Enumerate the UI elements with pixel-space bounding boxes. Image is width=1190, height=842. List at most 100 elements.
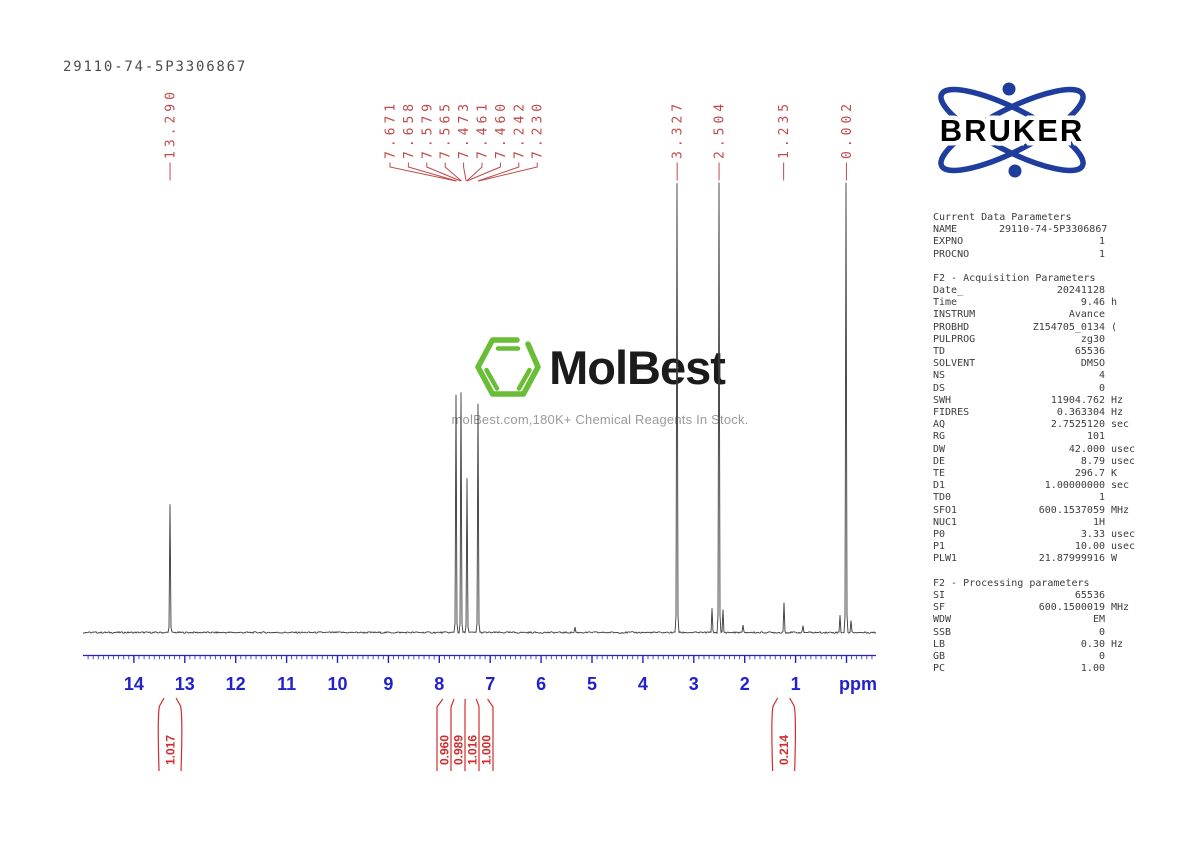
peak-label: 7.461 bbox=[476, 100, 491, 159]
parameter-name: PLW1 bbox=[933, 553, 958, 565]
parameter-value: 8.79 bbox=[1080, 455, 1105, 467]
parameter-name: TE bbox=[933, 468, 946, 480]
parameter-row: SI 65536 bbox=[933, 590, 1145, 602]
parameter-value: EM bbox=[1092, 614, 1105, 626]
integral-value: 1.016 bbox=[466, 735, 480, 765]
peak-label: 7.230 bbox=[531, 100, 546, 159]
x-axis-tick-label: 11 bbox=[277, 674, 296, 694]
parameter-value: 11904.762 bbox=[1050, 394, 1105, 406]
parameter-value: 65536 bbox=[1074, 589, 1105, 601]
parameter-unit bbox=[1105, 383, 1145, 395]
parameter-unit: sec bbox=[1111, 480, 1130, 492]
integral-bracket bbox=[436, 698, 444, 771]
parameter-unit bbox=[1105, 370, 1145, 382]
parameter-row: RG 101 bbox=[933, 431, 1145, 443]
parameter-unit bbox=[1105, 517, 1145, 529]
peak-label: 1.235 bbox=[777, 100, 792, 159]
parameter-row: SFO1 600.1537059 MHz bbox=[933, 505, 1145, 517]
parameter-unit bbox=[1105, 334, 1145, 346]
parameter-unit bbox=[1105, 431, 1145, 443]
peak-label-connector bbox=[463, 162, 467, 182]
integral-value: 0.214 bbox=[777, 735, 791, 765]
parameter-name: SFO1 bbox=[933, 504, 958, 516]
integral-value: 1.000 bbox=[480, 735, 494, 765]
parameter-name: SSB bbox=[933, 626, 952, 638]
parameter-unit: sec bbox=[1111, 419, 1130, 431]
peak-label-connector bbox=[389, 162, 457, 182]
parameter-name: AQ bbox=[933, 419, 946, 431]
parameter-name: DW bbox=[933, 443, 946, 455]
parameter-row: LB 0.30 Hz bbox=[933, 639, 1145, 651]
x-axis-tick-label: 1 bbox=[791, 674, 801, 694]
parameter-unit bbox=[1105, 627, 1145, 639]
integral-bracket bbox=[487, 698, 494, 771]
parameter-name: SWH bbox=[933, 394, 952, 406]
parameter-row: Time 9.46 h bbox=[933, 297, 1145, 309]
watermark: MolBest molBest.com,180K+ Chemical Reage… bbox=[395, 330, 805, 427]
parameter-row: AQ 2.7525120 sec bbox=[933, 419, 1145, 431]
parameter-row: DW 42.000 usec bbox=[933, 444, 1145, 456]
parameter-value: 101 bbox=[1086, 431, 1105, 443]
parameter-value: 600.1537059 bbox=[1038, 504, 1105, 516]
x-axis-tick-label: 12 bbox=[226, 674, 246, 694]
parameter-name: NS bbox=[933, 370, 946, 382]
parameter-unit: MHz bbox=[1111, 504, 1130, 516]
parameter-unit bbox=[1105, 492, 1145, 504]
parameter-unit bbox=[1105, 590, 1145, 602]
peak-label: 7.565 bbox=[439, 100, 454, 159]
parameter-name: Time bbox=[933, 297, 958, 309]
parameter-value: 1.00 bbox=[1080, 663, 1105, 675]
parameter-unit bbox=[1105, 663, 1145, 675]
parameter-unit bbox=[1105, 249, 1145, 261]
peak-label: 0.002 bbox=[840, 100, 855, 159]
peak-label-connector bbox=[426, 162, 461, 182]
benzene-hexagon-icon bbox=[475, 329, 541, 406]
x-axis-unit-label: ppm bbox=[839, 674, 877, 694]
parameter-value: 0.363304 bbox=[1056, 407, 1105, 419]
parameter-name: DE bbox=[933, 455, 946, 467]
spectrum-trace bbox=[82, 182, 877, 635]
parameter-name: SOLVENT bbox=[933, 358, 976, 370]
parameter-value: 0 bbox=[1098, 650, 1105, 662]
peak-label-connector bbox=[477, 162, 520, 182]
peak-label-connector bbox=[407, 162, 457, 182]
parameter-name: PC bbox=[933, 663, 946, 675]
parameter-section: Current Data Parameters NAME 29110-74-5P33… bbox=[933, 212, 1145, 261]
parameter-value: 1H bbox=[1092, 516, 1105, 528]
parameter-value: 65536 bbox=[1074, 346, 1105, 358]
parameter-row: DS 0 bbox=[933, 383, 1145, 395]
parameter-unit bbox=[1105, 346, 1145, 358]
parameter-row: TD 65536 bbox=[933, 346, 1145, 358]
parameter-value: 20241128 bbox=[1056, 285, 1105, 297]
peak-label-connector bbox=[466, 162, 501, 182]
parameter-row: DE 8.79 usec bbox=[933, 456, 1145, 468]
parameter-row: EXPNO 1 bbox=[933, 236, 1145, 248]
parameter-unit: K bbox=[1111, 468, 1118, 480]
parameter-row: PROBHD Z154705_0134 ( bbox=[933, 322, 1145, 334]
peak-label-connector bbox=[444, 162, 462, 182]
parameter-unit bbox=[1105, 614, 1145, 626]
peak-label: 7.658 bbox=[402, 100, 417, 159]
parameter-unit: Hz bbox=[1111, 638, 1124, 650]
parameter-value: 21.87999916 bbox=[1038, 553, 1105, 565]
parameter-unit bbox=[1105, 236, 1145, 248]
bruker-atom-icon bbox=[938, 82, 1086, 178]
parameter-row: SOLVENT DMSO bbox=[933, 358, 1145, 370]
parameter-value: Z154705_0134 bbox=[1032, 321, 1105, 333]
x-axis-tick-label: 13 bbox=[175, 674, 195, 694]
parameter-value: 29110-74-5P3306867 bbox=[999, 224, 1108, 236]
parameter-value: 1 bbox=[1098, 248, 1105, 260]
parameter-unit: h bbox=[1111, 297, 1118, 309]
parameter-value: DMSO bbox=[1080, 358, 1105, 370]
parameter-name: RG bbox=[933, 431, 946, 443]
parameter-value: Avance bbox=[1068, 309, 1105, 321]
watermark-tagline: molBest.com,180K+ Chemical Reagents In S… bbox=[451, 412, 749, 427]
parameter-name: PROBHD bbox=[933, 321, 970, 333]
parameter-row: PLW1 21.87999916 W bbox=[933, 553, 1145, 565]
parameter-unit bbox=[1105, 285, 1145, 297]
x-axis-tick-label: 5 bbox=[587, 674, 597, 694]
x-axis-tick-label: 4 bbox=[638, 674, 648, 694]
parameter-value: 1.00000000 bbox=[1044, 480, 1105, 492]
